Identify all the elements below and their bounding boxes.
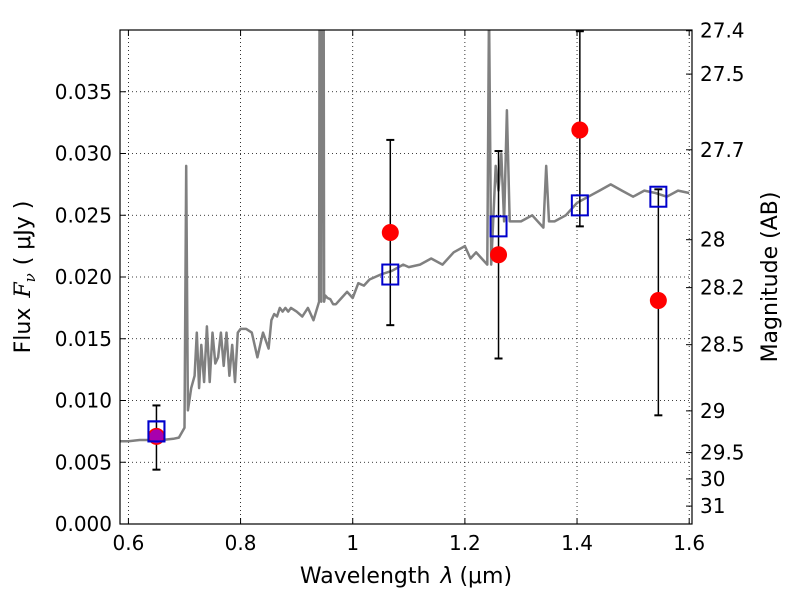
x-axis-ticks: 0.6 0.8 1 1.2 1.4 1.6 (113, 30, 705, 555)
y2-tick-label: 28 (700, 228, 725, 252)
y-tick-label: 0.035 (55, 80, 112, 104)
overlap-point (149, 429, 164, 444)
model-spectrum-line (120, 30, 690, 443)
y2-tick-label: 28.2 (700, 276, 745, 300)
y-axis-title: FluxFν( μJy ) (11, 201, 39, 354)
observed-point (381, 224, 399, 242)
x-tick-label: 1 (346, 531, 359, 555)
y-tick-label: 0.025 (55, 203, 112, 227)
model-photometry-point (570, 194, 589, 217)
model-spectrum (120, 30, 690, 443)
model-photometry-point-top (147, 420, 166, 443)
y2-tick-label: 28.5 (700, 333, 745, 357)
y2-tick-label: 29.5 (700, 441, 745, 465)
y2-axis-ticks: 27.4 27.5 27.7 28 28.2 28.5 29 29.530 31 (686, 19, 745, 518)
x-tick-label: 0.8 (225, 531, 257, 555)
observed-point (571, 121, 589, 139)
x-tick-label: 1.4 (561, 531, 593, 555)
y2-tick-label: 31 (700, 494, 725, 518)
model-photometry-points (147, 185, 668, 444)
y-axis-ticks: 0.000 0.005 0.010 0.015 0.020 0.025 0.030 0.035 (55, 80, 126, 536)
y-tick-label: 0.030 (55, 142, 112, 166)
y2-tick-label: 27.5 (700, 62, 745, 86)
y-tick-label: 0.015 (55, 327, 112, 351)
plot-frame (119, 29, 693, 525)
observed-point (649, 291, 667, 309)
grid-lines (120, 30, 692, 525)
model-photometry-point (489, 215, 508, 238)
y-tick-label: 0.000 (55, 512, 112, 536)
y-tick-label: 0.020 (55, 265, 112, 289)
x-axis-title: Wavelength λ (μm) (300, 564, 512, 589)
x-tick-label: 1.2 (449, 531, 481, 555)
y2-tick-label: 29 (700, 399, 725, 423)
y2-tick-label: 27.4 (700, 19, 745, 43)
y-tick-label: 0.005 (55, 450, 112, 474)
y2-tick-label: 30 (700, 467, 725, 491)
model-photometry-point (381, 263, 400, 286)
model-photometry-point (649, 185, 668, 208)
error-bars (152, 30, 663, 471)
y2-tick-label: 27.7 (700, 138, 745, 162)
x-tick-label: 1.6 (673, 531, 705, 555)
y2-axis-title: Magnitude (AB) (758, 192, 783, 363)
observed-points (147, 121, 667, 445)
y-tick-label: 0.010 (55, 389, 112, 413)
observed-point (490, 246, 508, 264)
x-tick-label: 0.6 (113, 531, 145, 555)
